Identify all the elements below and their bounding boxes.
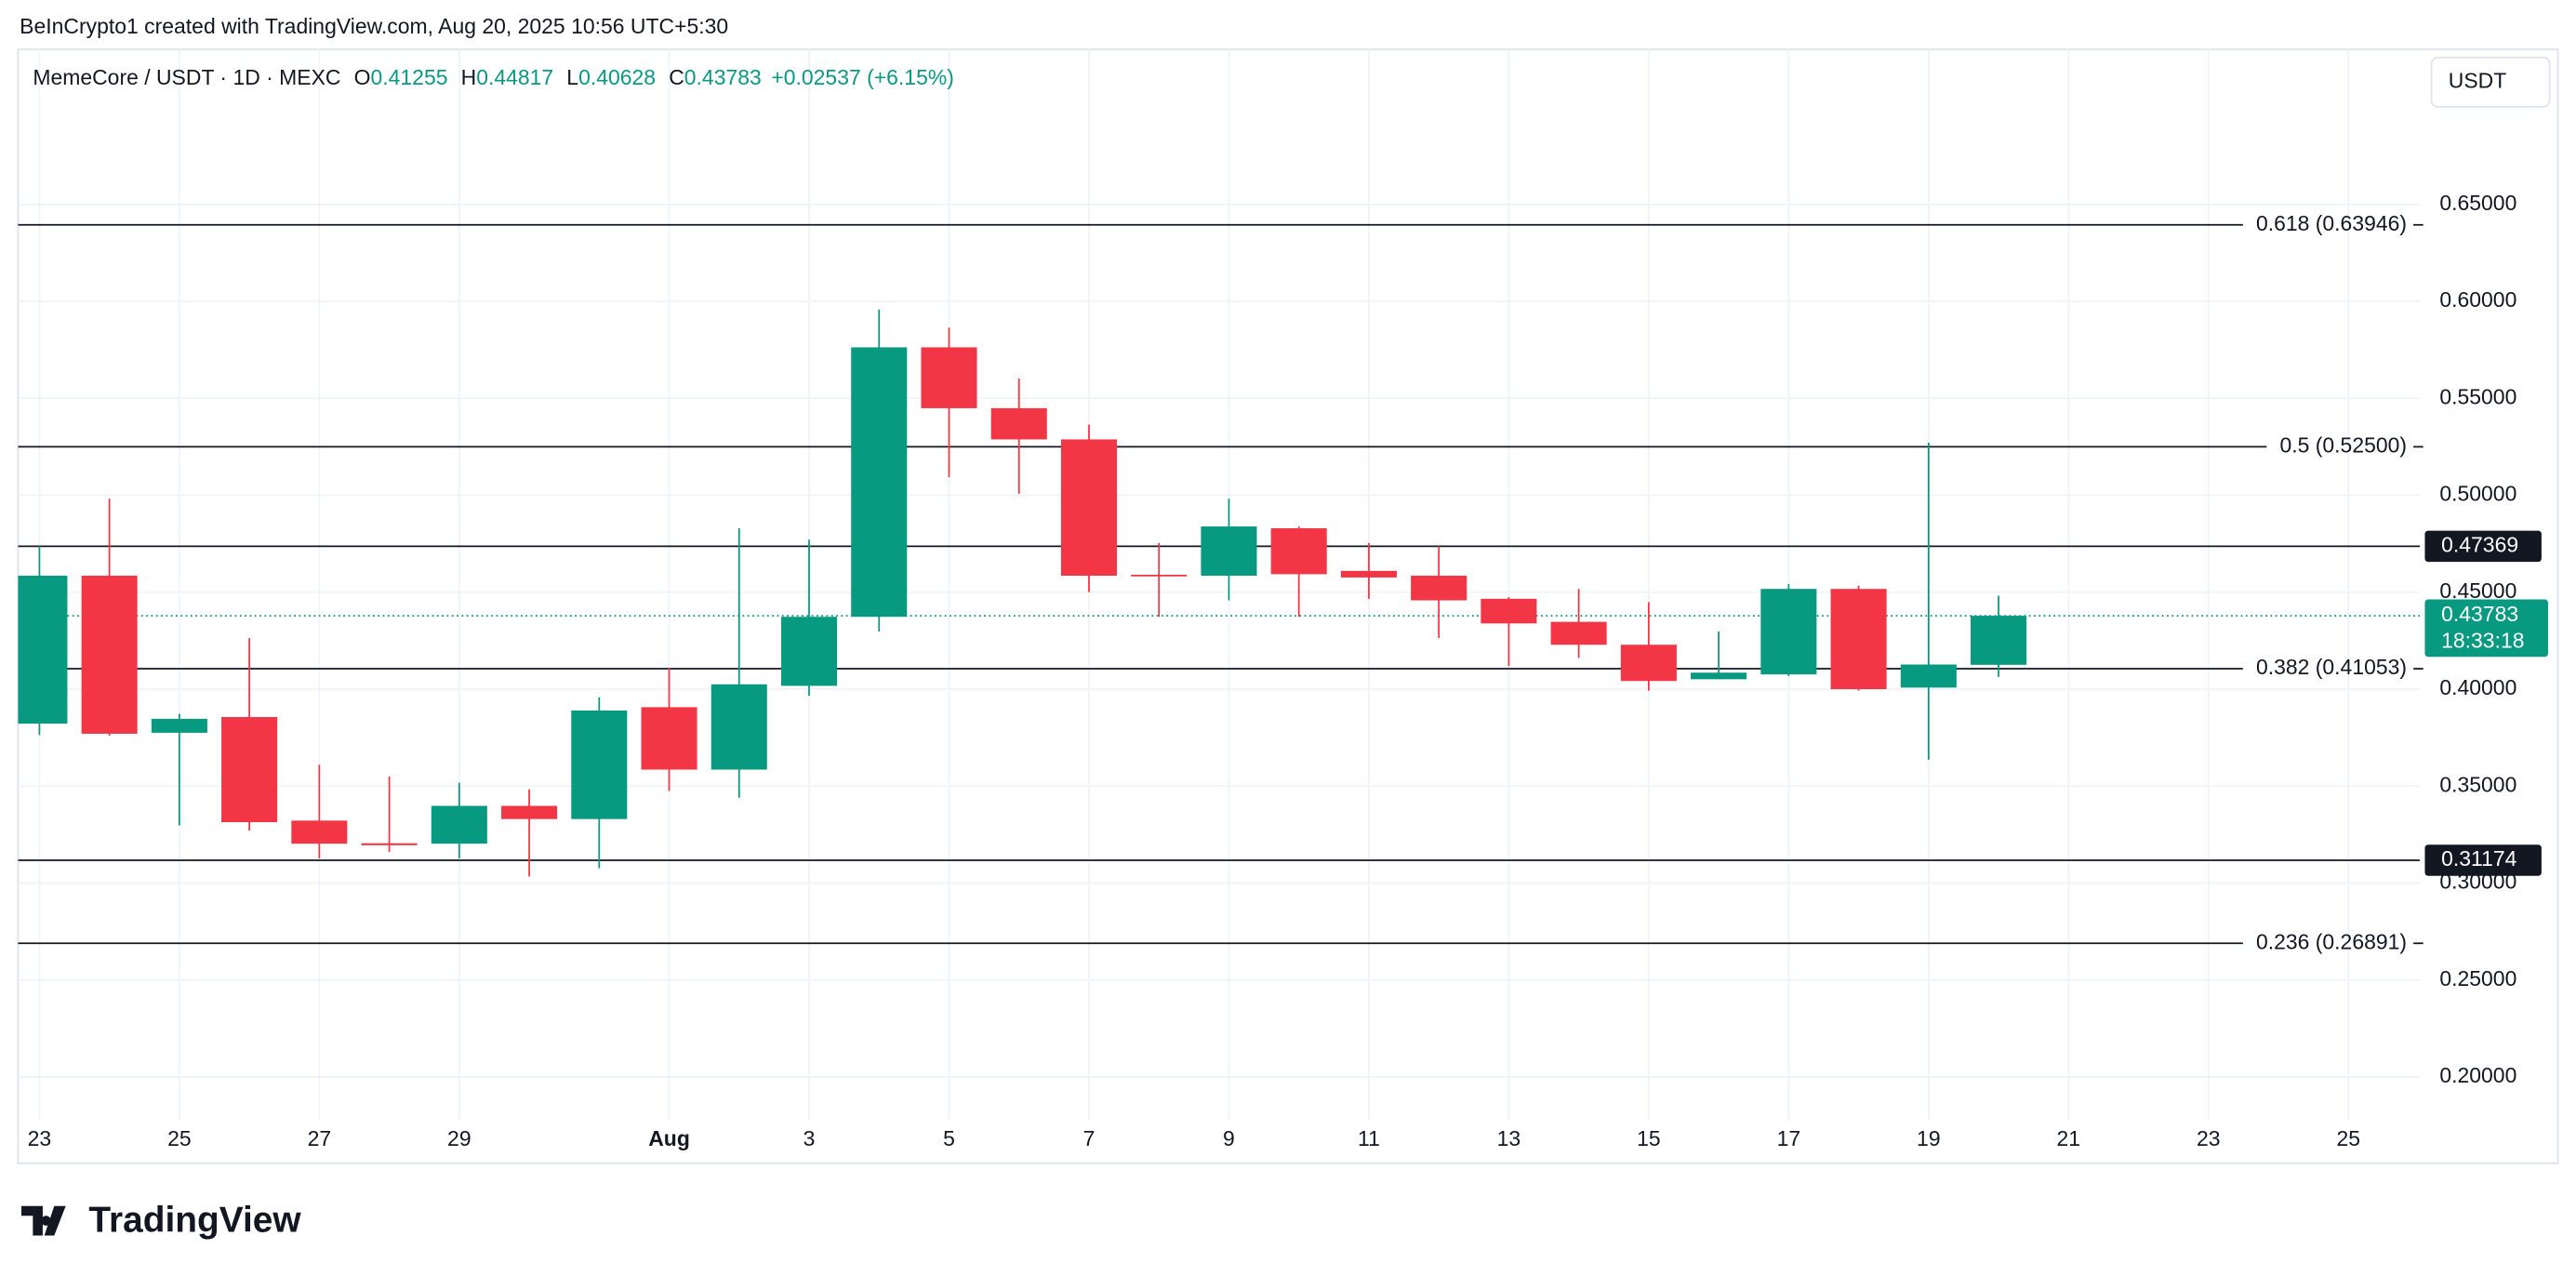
candle-body <box>571 710 628 819</box>
plot-area <box>18 49 2421 1121</box>
x-tick-label: 25 <box>167 1126 192 1150</box>
candle-body <box>1340 570 1397 578</box>
x-tick-label: 19 <box>1917 1126 1941 1150</box>
x-tick-label: 25 <box>2337 1126 2361 1150</box>
candle-body <box>1411 576 1467 601</box>
candle-body <box>1971 616 2027 665</box>
x-tick-label: 21 <box>2057 1126 2081 1150</box>
y-tick-label: 0.35000 <box>2439 772 2516 796</box>
candle-body <box>921 347 977 408</box>
candle-body <box>780 617 838 686</box>
ohlc-key: H <box>461 65 477 89</box>
candle-body <box>18 576 68 724</box>
y-tick-label: 0.50000 <box>2439 482 2516 506</box>
candle-body <box>990 407 1047 440</box>
last-price-label: 0.43783 <box>2441 602 2518 626</box>
candle-body <box>641 707 697 770</box>
x-tick-label: 15 <box>1637 1126 1661 1150</box>
x-tick-label: 27 <box>308 1126 332 1150</box>
x-tick-label: 9 <box>1223 1126 1235 1150</box>
candle-body <box>1270 527 1327 575</box>
candle-body <box>1481 598 1537 624</box>
ohlc-value: 0.41255 <box>371 65 448 89</box>
fib-level-label: 0.618 (0.63946) <box>2256 211 2407 235</box>
x-tick-label: 3 <box>803 1126 816 1150</box>
candle-body <box>1900 664 1957 688</box>
y-tick-label: 0.60000 <box>2439 287 2516 312</box>
y-tick-label: 0.45000 <box>2439 578 2516 603</box>
candle-body <box>1550 621 1607 645</box>
ohlc-value: 0.43783 <box>684 65 762 89</box>
overlay: 0.200000.250000.300000.350000.400000.450… <box>28 65 2548 1150</box>
x-tick-label: 13 <box>1497 1126 1521 1150</box>
y-tick-label: 0.65000 <box>2439 191 2516 215</box>
price-badge-label: 0.31174 <box>2441 846 2517 871</box>
candle-body <box>851 347 908 618</box>
candle-body <box>431 805 487 844</box>
candle-body <box>151 718 207 733</box>
logo: TradingView <box>20 1201 301 1241</box>
ohlc-value: 0.40628 <box>578 65 656 89</box>
candle-body <box>1760 589 1817 675</box>
x-tick-label: 23 <box>28 1126 52 1150</box>
candle-body <box>291 820 348 844</box>
price-badge-label: 0.47369 <box>2441 532 2518 556</box>
candle-body <box>81 576 138 734</box>
last-price-badge <box>2424 599 2548 658</box>
fib-level-label: 0.236 (0.26891) <box>2256 929 2407 953</box>
candle-body <box>1131 574 1188 577</box>
y-tick-label: 0.20000 <box>2439 1063 2516 1087</box>
ohlc-legend: MemeCore / USDT · 1D · MEXC O0.41255 H0.44… <box>33 65 954 89</box>
candle-body <box>1060 439 1118 577</box>
price-badge <box>2424 844 2542 876</box>
candle-body <box>1201 526 1257 577</box>
ohlc-key: C <box>669 65 684 89</box>
x-tick-label: Aug <box>648 1126 690 1150</box>
x-tick-label: 23 <box>2197 1126 2221 1150</box>
chart-frame <box>17 48 2559 1164</box>
ohlc-key: O <box>354 65 371 89</box>
candle-body <box>361 843 418 845</box>
currency-button[interactable] <box>2430 56 2551 108</box>
candle-body <box>501 805 558 819</box>
y-tick-label: 0.40000 <box>2439 675 2516 699</box>
countdown-label: 18:33:18 <box>2441 628 2524 652</box>
price-badge <box>2424 530 2542 563</box>
x-tick-label: 11 <box>1358 1126 1380 1150</box>
x-tick-label: 7 <box>1083 1126 1095 1150</box>
y-tick-label: 0.25000 <box>2439 966 2516 990</box>
logo-text: TradingView <box>88 1201 301 1241</box>
candle-body <box>1691 672 1747 680</box>
y-tick-label: 0.55000 <box>2439 384 2516 408</box>
currency-label[interactable]: USDT <box>2449 68 2506 92</box>
change: +0.02537 (+6.15%) <box>771 65 954 89</box>
symbol: MemeCore / USDT · 1D · MEXC <box>33 65 340 89</box>
logo-icon <box>20 1205 66 1236</box>
attribution: BeInCrypto1 created with TradingView.com… <box>20 14 728 38</box>
x-tick-label: 29 <box>447 1126 471 1150</box>
fib-level-label: 0.5 (0.52500) <box>2279 432 2407 457</box>
fib-level-label: 0.382 (0.41053) <box>2256 655 2407 679</box>
candle-body <box>1620 645 1677 682</box>
candle-body <box>710 684 767 770</box>
candle-body <box>1830 589 1887 689</box>
candle-body <box>221 717 278 823</box>
ohlc-value: 0.44817 <box>476 65 553 89</box>
x-tick-label: 17 <box>1777 1126 1801 1150</box>
ohlc-key: L <box>566 65 578 89</box>
x-tick-label: 5 <box>943 1126 955 1150</box>
